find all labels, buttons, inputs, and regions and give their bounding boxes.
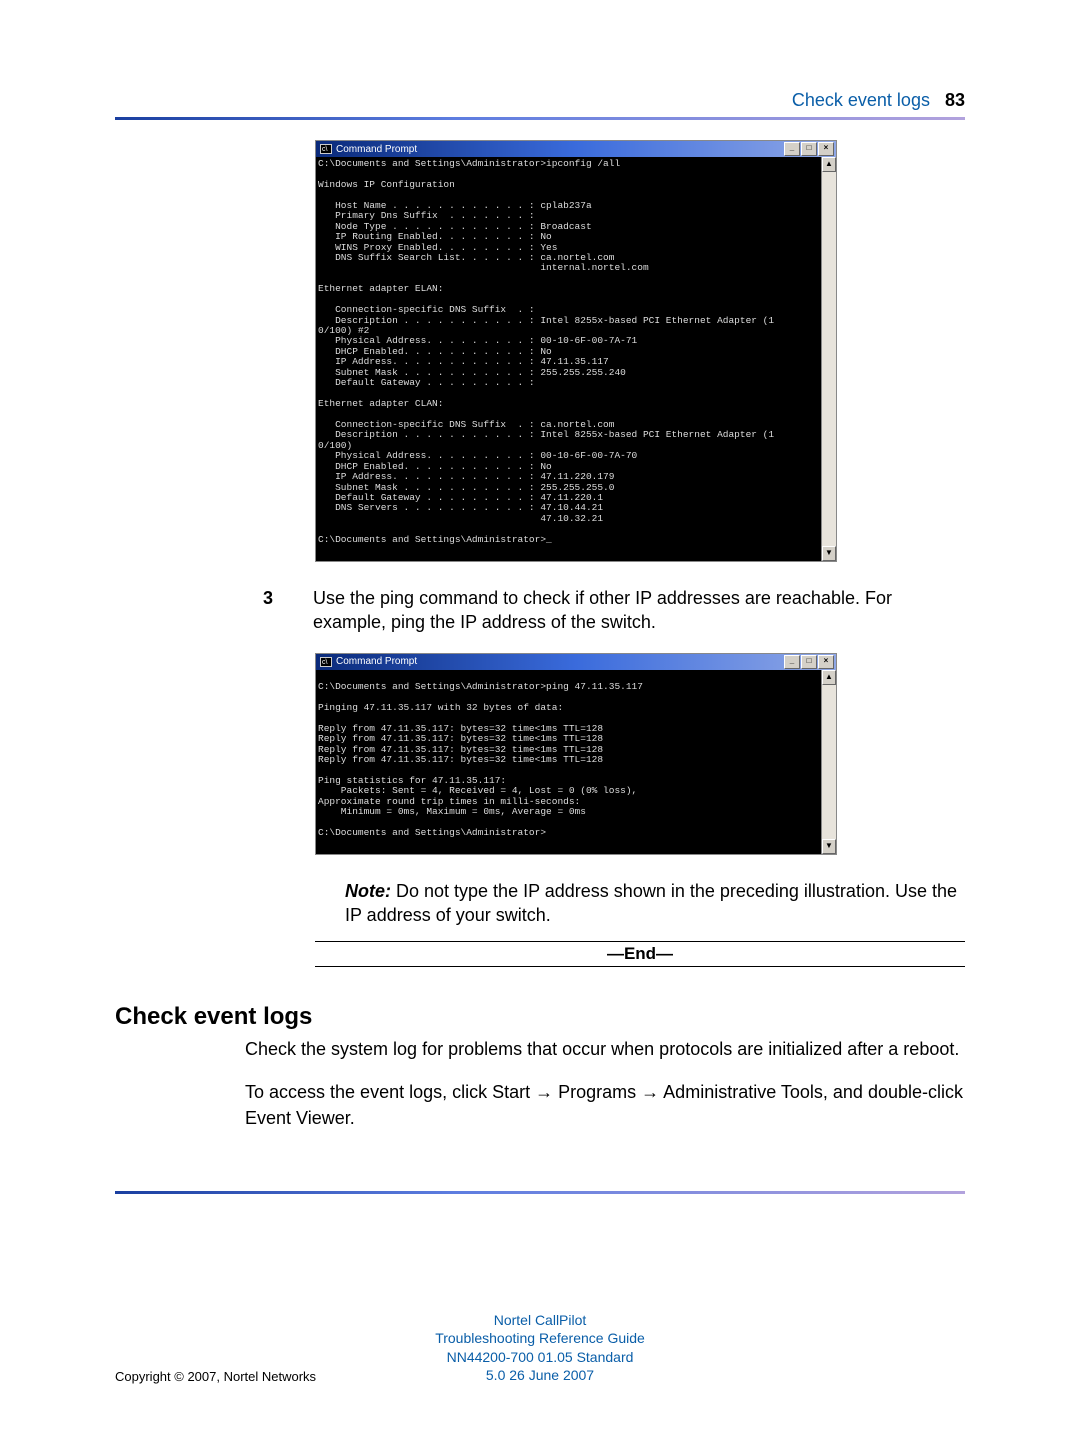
p2-part-a: To access the event logs, click Start bbox=[245, 1082, 535, 1102]
step-text: Use the ping command to check if other I… bbox=[313, 586, 965, 635]
step-number: 3 bbox=[263, 586, 277, 635]
header-page-number: 83 bbox=[945, 90, 965, 110]
scrollbar[interactable]: ▲ ▼ bbox=[821, 157, 836, 561]
scroll-track[interactable] bbox=[822, 172, 836, 546]
terminal-output-ipconfig: C:\Documents and Settings\Administrator>… bbox=[316, 157, 821, 561]
header-rule bbox=[115, 117, 965, 120]
section-heading: Check event logs bbox=[115, 1003, 965, 1031]
minimize-button[interactable]: _ bbox=[784, 655, 800, 669]
window-title: Command Prompt bbox=[336, 656, 417, 667]
section-body: Check the system log for problems that o… bbox=[245, 1037, 965, 1131]
page: Check event logs 83 c\ Command Prompt _ … bbox=[0, 0, 1080, 1440]
minimize-button[interactable]: _ bbox=[784, 142, 800, 156]
close-button[interactable]: × bbox=[818, 655, 834, 669]
window-titlebar: c\ Command Prompt _ □ × bbox=[316, 654, 836, 670]
page-header: Check event logs 83 bbox=[115, 90, 965, 111]
scroll-down-button[interactable]: ▼ bbox=[822, 839, 836, 854]
footer-line-1: Nortel CallPilot bbox=[115, 1311, 965, 1329]
p2-part-b: Programs bbox=[553, 1082, 641, 1102]
command-prompt-window-ping: c\ Command Prompt _ □ × C:\Documents and… bbox=[315, 653, 837, 855]
maximize-button[interactable]: □ bbox=[801, 142, 817, 156]
end-label: —End— bbox=[607, 944, 673, 964]
scroll-up-button[interactable]: ▲ bbox=[822, 670, 836, 685]
scroll-up-button[interactable]: ▲ bbox=[822, 157, 836, 172]
arrow-icon: → bbox=[641, 1082, 659, 1102]
header-title: Check event logs bbox=[792, 90, 930, 110]
cmd-icon: c\ bbox=[320, 144, 332, 154]
footer-line-3: NN44200-700 01.05 Standard bbox=[115, 1348, 965, 1366]
note-label: Note: bbox=[345, 881, 391, 901]
content-column: c\ Command Prompt _ □ × C:\Documents and… bbox=[315, 140, 965, 1131]
footer-rule bbox=[115, 1191, 965, 1194]
section-paragraph-1: Check the system log for problems that o… bbox=[245, 1037, 965, 1062]
terminal-output-ping: C:\Documents and Settings\Administrator>… bbox=[316, 670, 821, 854]
scroll-track[interactable] bbox=[822, 685, 836, 839]
maximize-button[interactable]: □ bbox=[801, 655, 817, 669]
window-title: Command Prompt bbox=[336, 144, 417, 155]
close-button[interactable]: × bbox=[818, 142, 834, 156]
command-prompt-window-ipconfig: c\ Command Prompt _ □ × C:\Documents and… bbox=[315, 140, 837, 562]
arrow-icon: → bbox=[535, 1082, 553, 1102]
scroll-down-button[interactable]: ▼ bbox=[822, 546, 836, 561]
end-separator: —End— bbox=[315, 941, 965, 967]
step-3: 3 Use the ping command to check if other… bbox=[315, 586, 965, 635]
note-text: Do not type the IP address shown in the … bbox=[345, 881, 957, 925]
note-block: Note: Do not type the IP address shown i… bbox=[345, 879, 965, 928]
copyright-text: Copyright © 2007, Nortel Networks bbox=[115, 1369, 316, 1384]
footer-line-2: Troubleshooting Reference Guide bbox=[115, 1329, 965, 1347]
section-paragraph-2: To access the event logs, click Start → … bbox=[245, 1080, 965, 1130]
cmd-icon: c\ bbox=[320, 657, 332, 667]
window-titlebar: c\ Command Prompt _ □ × bbox=[316, 141, 836, 157]
scrollbar[interactable]: ▲ ▼ bbox=[821, 670, 836, 854]
